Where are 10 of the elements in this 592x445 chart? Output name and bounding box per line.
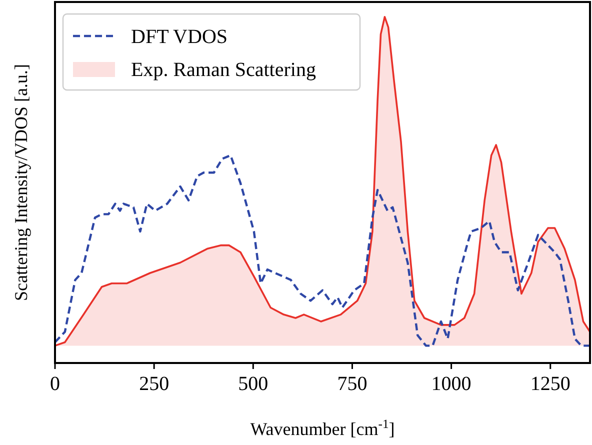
legend-label: Exp. Raman Scattering	[131, 59, 316, 81]
x-tick-label: 500	[238, 373, 268, 395]
y-axis-title: Scattering Intensity/VDOS [a.u.]	[11, 64, 31, 301]
legend-label: DFT VDOS	[131, 26, 228, 48]
x-tick-label: 750	[337, 373, 368, 395]
x-tick-label: 0	[50, 373, 60, 395]
x-axis-title: Wavenumber [cm$^{-1}$]	[250, 417, 395, 439]
x-tick-label: 1250	[530, 373, 570, 395]
x-tick-label: 1000	[431, 373, 472, 395]
x-tick-label: 250	[139, 373, 170, 395]
